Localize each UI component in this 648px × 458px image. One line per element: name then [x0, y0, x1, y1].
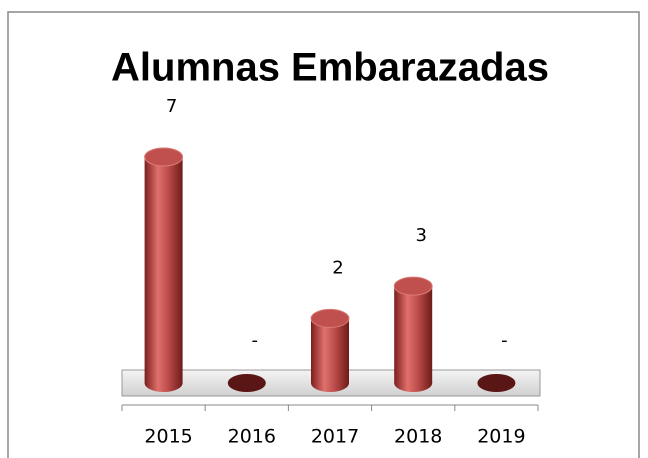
- data-label: -: [501, 330, 508, 351]
- bar-body: [394, 286, 433, 383]
- data-label: 2: [332, 257, 343, 278]
- x-tick-label: 2015: [144, 426, 192, 448]
- bar: [477, 374, 516, 392]
- x-tick-label: 2017: [311, 426, 359, 448]
- bar-top: [310, 308, 350, 328]
- data-label: -: [252, 330, 259, 351]
- chart-title: Alumnas Embarazadas: [111, 46, 549, 90]
- x-tick-label: 2018: [394, 426, 442, 448]
- bar: [393, 276, 433, 392]
- x-tick-label: 2016: [228, 426, 276, 448]
- bar: [310, 308, 350, 392]
- bar: [144, 147, 184, 392]
- data-label: 3: [415, 225, 426, 246]
- bar-top: [227, 374, 266, 392]
- bar-top: [393, 276, 433, 296]
- bar-top: [144, 147, 184, 167]
- data-label: 7: [166, 96, 177, 117]
- bar: [227, 374, 266, 392]
- bar-body: [311, 318, 349, 383]
- bar-top: [477, 374, 516, 392]
- x-tick-label: 2019: [477, 426, 525, 448]
- bar-body: [144, 157, 183, 383]
